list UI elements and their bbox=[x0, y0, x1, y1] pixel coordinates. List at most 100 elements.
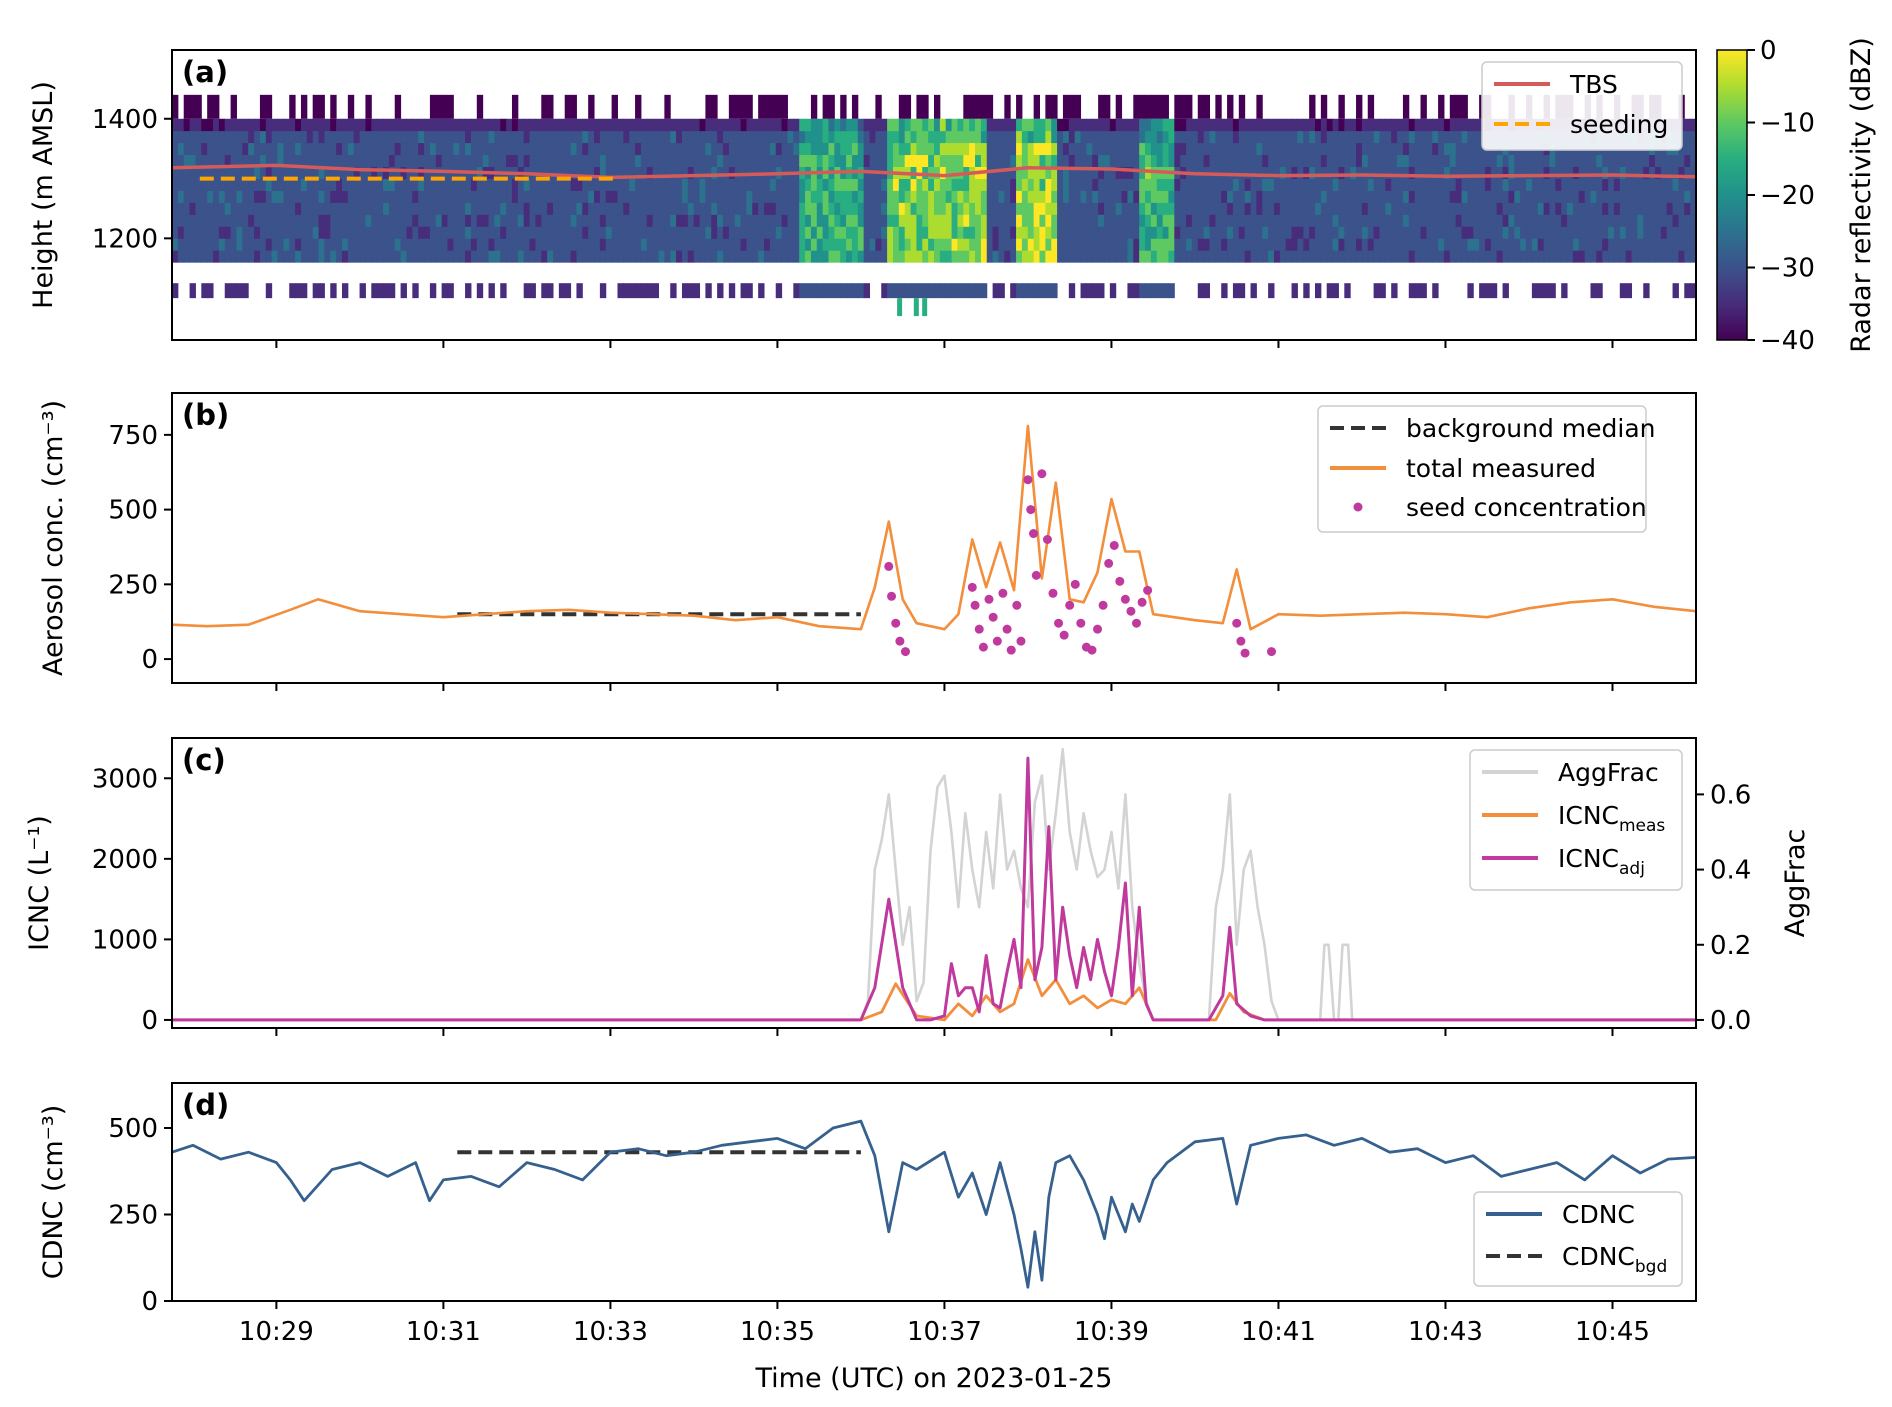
radar-cell bbox=[470, 178, 478, 191]
radar-cell bbox=[353, 190, 361, 203]
radar-cell bbox=[1379, 283, 1386, 299]
radar-cell bbox=[558, 178, 566, 191]
radar-cell bbox=[640, 250, 648, 263]
radar-cell bbox=[851, 118, 859, 132]
radar-cell bbox=[635, 166, 642, 179]
radar-cell bbox=[1244, 226, 1252, 239]
radar-cell bbox=[775, 130, 783, 144]
radar-cell bbox=[465, 283, 472, 299]
panel-a-plot bbox=[172, 94, 1696, 317]
radar-cell bbox=[1297, 250, 1304, 263]
radar-cell bbox=[1127, 166, 1134, 179]
radar-cell bbox=[588, 202, 595, 215]
radar-cell bbox=[1373, 118, 1381, 132]
radar-cell bbox=[1326, 226, 1334, 239]
radar-cell bbox=[1080, 178, 1087, 191]
radar-cell bbox=[1004, 166, 1011, 179]
radar-cell bbox=[764, 226, 771, 239]
radar-cell bbox=[1191, 214, 1199, 227]
radar-cell bbox=[1203, 118, 1211, 132]
radar-cell bbox=[646, 142, 654, 156]
radar-cell bbox=[388, 226, 396, 239]
radar-cell bbox=[1584, 178, 1592, 191]
radar-cell bbox=[1297, 214, 1304, 227]
radar-cell bbox=[224, 238, 232, 251]
radar-cell bbox=[347, 250, 355, 263]
radar-cell bbox=[576, 166, 583, 179]
radar-cell bbox=[377, 202, 384, 215]
radar-cell bbox=[277, 238, 284, 251]
radar-cell bbox=[1561, 190, 1568, 203]
radar-cell bbox=[1443, 178, 1451, 191]
radar-cell bbox=[412, 130, 419, 144]
radar-cell bbox=[418, 250, 425, 263]
radar-cell bbox=[957, 214, 964, 227]
radar-cell bbox=[1520, 154, 1527, 167]
radar-cell bbox=[429, 250, 437, 263]
radar-cell bbox=[857, 214, 865, 227]
radar-cell bbox=[1068, 166, 1076, 179]
radar-cell bbox=[1555, 178, 1562, 191]
radar-cell bbox=[939, 283, 947, 299]
radar-cell bbox=[1414, 166, 1422, 179]
radar-cell bbox=[1578, 226, 1586, 239]
radar-cell bbox=[1344, 250, 1351, 263]
radar-cell bbox=[1162, 250, 1170, 263]
radar-cell bbox=[722, 118, 730, 132]
radar-cell bbox=[1062, 214, 1070, 227]
radar-cell bbox=[863, 202, 871, 215]
radar-cell bbox=[1613, 190, 1621, 203]
radar-cell bbox=[1420, 214, 1427, 227]
radar-cell bbox=[429, 154, 437, 167]
radar-cell bbox=[1549, 214, 1556, 227]
radar-cell bbox=[1344, 142, 1351, 156]
radar-cell bbox=[764, 142, 771, 156]
radar-cell bbox=[570, 202, 578, 215]
radar-cell bbox=[1555, 166, 1562, 179]
radar-cell bbox=[1672, 226, 1680, 239]
radar-cell bbox=[1010, 178, 1017, 191]
radar-cell bbox=[986, 130, 994, 144]
radar-cell bbox=[541, 202, 548, 215]
radar-cell bbox=[312, 130, 320, 144]
radar-cell bbox=[898, 190, 906, 203]
radar-cell bbox=[1074, 94, 1082, 119]
radar-cell bbox=[1309, 238, 1316, 251]
radar-cell bbox=[1238, 166, 1246, 179]
radar-cell bbox=[1291, 130, 1299, 144]
radar-cell bbox=[1361, 130, 1369, 144]
radar-cell bbox=[1092, 283, 1099, 299]
radar-cell bbox=[752, 226, 759, 239]
radar-cell bbox=[306, 166, 314, 179]
radar-cell bbox=[1174, 130, 1181, 144]
radar-cell bbox=[658, 226, 665, 239]
radar-cell bbox=[863, 130, 871, 144]
radar-cell bbox=[1414, 214, 1422, 227]
radar-cell bbox=[1127, 250, 1134, 263]
radar-cell bbox=[1227, 202, 1234, 215]
radar-cell bbox=[371, 190, 378, 203]
radar-cell bbox=[980, 118, 988, 132]
radar-cell bbox=[939, 190, 947, 203]
radar-cell bbox=[1127, 202, 1134, 215]
radar-cell bbox=[664, 154, 671, 167]
radar-cell bbox=[1420, 154, 1427, 167]
radar-cell bbox=[810, 130, 818, 144]
radar-cell bbox=[1162, 130, 1170, 144]
radar-cell bbox=[336, 142, 343, 156]
radar-cell bbox=[1367, 178, 1375, 191]
radar-cell bbox=[1608, 166, 1615, 179]
panel-c-y2label: AggFrac bbox=[1780, 829, 1811, 938]
radar-cell bbox=[939, 154, 947, 167]
radar-cell bbox=[1590, 202, 1597, 215]
radar-cell bbox=[300, 178, 308, 191]
radar-cell bbox=[400, 238, 408, 251]
radar-cell bbox=[1256, 226, 1263, 239]
panel-c-plot bbox=[172, 747, 1696, 1022]
radar-cell bbox=[892, 283, 900, 299]
radar-cell bbox=[1690, 130, 1696, 144]
radar-cell bbox=[1062, 202, 1070, 215]
radar-cell bbox=[693, 142, 701, 156]
radar-cell bbox=[799, 202, 806, 215]
radar-cell bbox=[1408, 226, 1416, 239]
